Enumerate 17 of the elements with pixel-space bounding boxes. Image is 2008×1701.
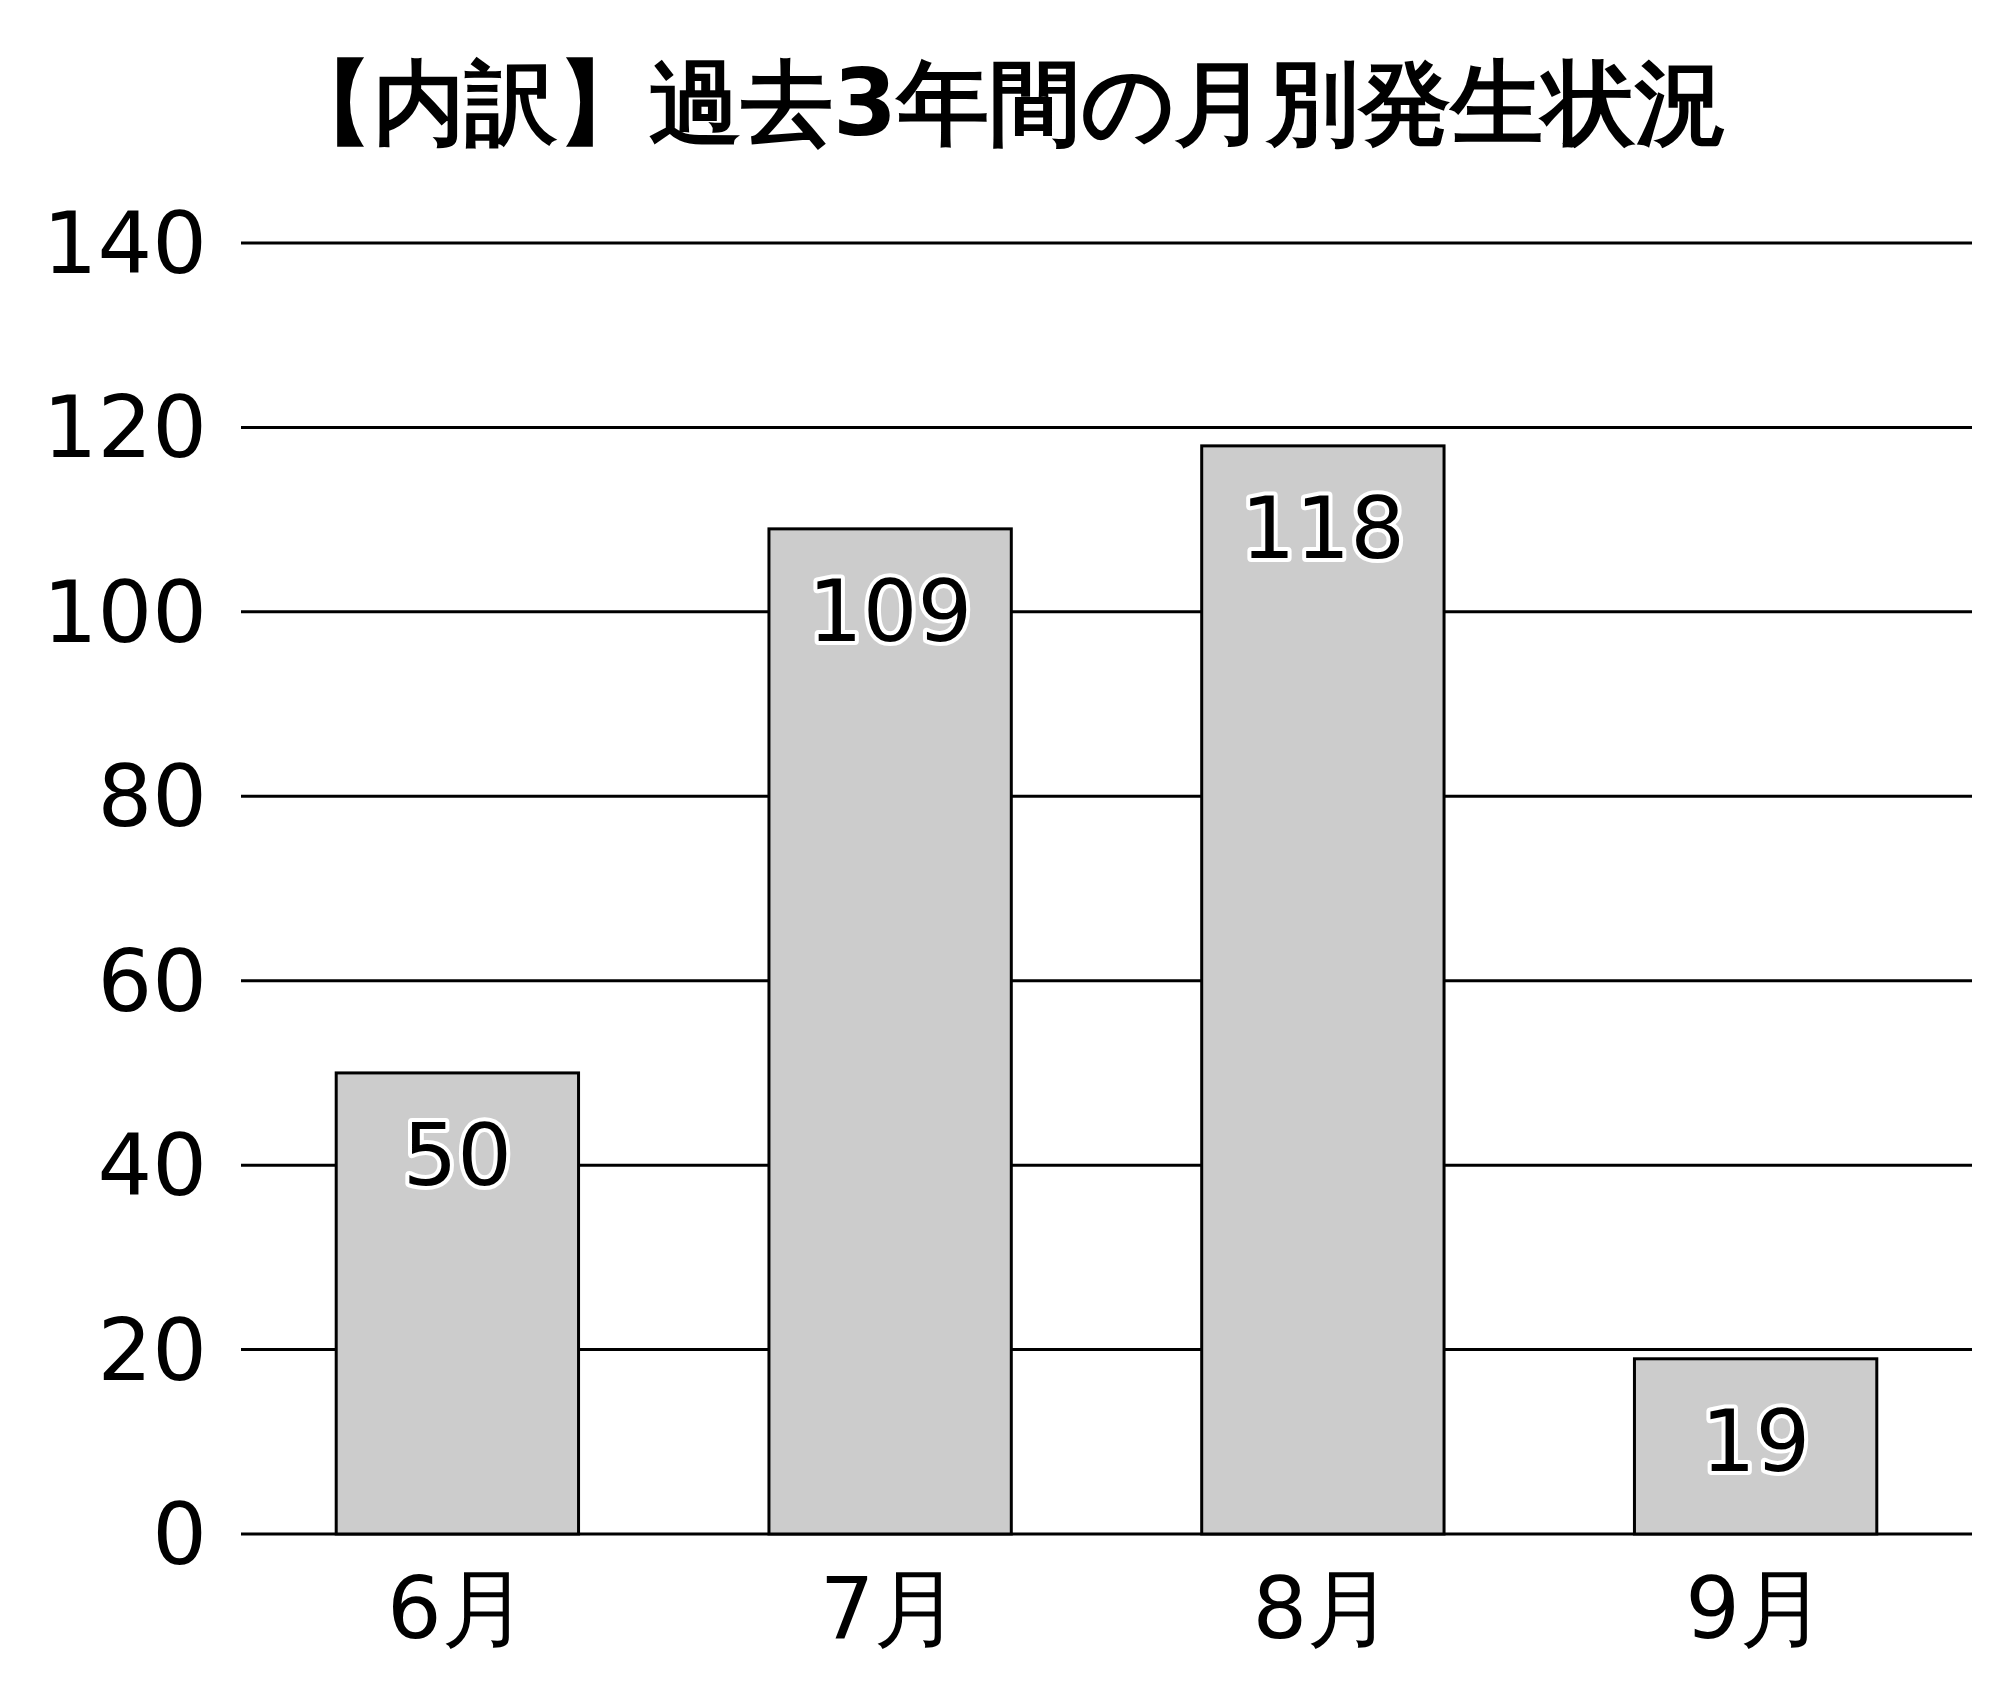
x-tick-label: 6月 [387, 1558, 528, 1658]
x-tick-label: 7月 [819, 1558, 961, 1658]
y-tick-label: 80 [97, 746, 207, 847]
x-tick-label: 9月 [1685, 1558, 1826, 1658]
data-label: 19 [1700, 1390, 1811, 1491]
y-tick-label: 20 [97, 1299, 207, 1400]
y-tick-label: 100 [42, 561, 207, 662]
data-label: 118 [1240, 477, 1405, 578]
y-tick-label: 120 [42, 377, 207, 478]
x-tick-label: 8月 [1252, 1558, 1394, 1658]
data-label: 50 [402, 1104, 513, 1205]
data-label: 109 [808, 560, 973, 661]
y-tick-label: 40 [97, 1115, 207, 1216]
y-tick-label: 140 [42, 193, 207, 293]
y-tick-label: 60 [97, 930, 207, 1031]
title: 【内訳】過去3年間の月別発生状況 [281, 50, 1727, 157]
y-tick-label: 0 [152, 1484, 207, 1584]
